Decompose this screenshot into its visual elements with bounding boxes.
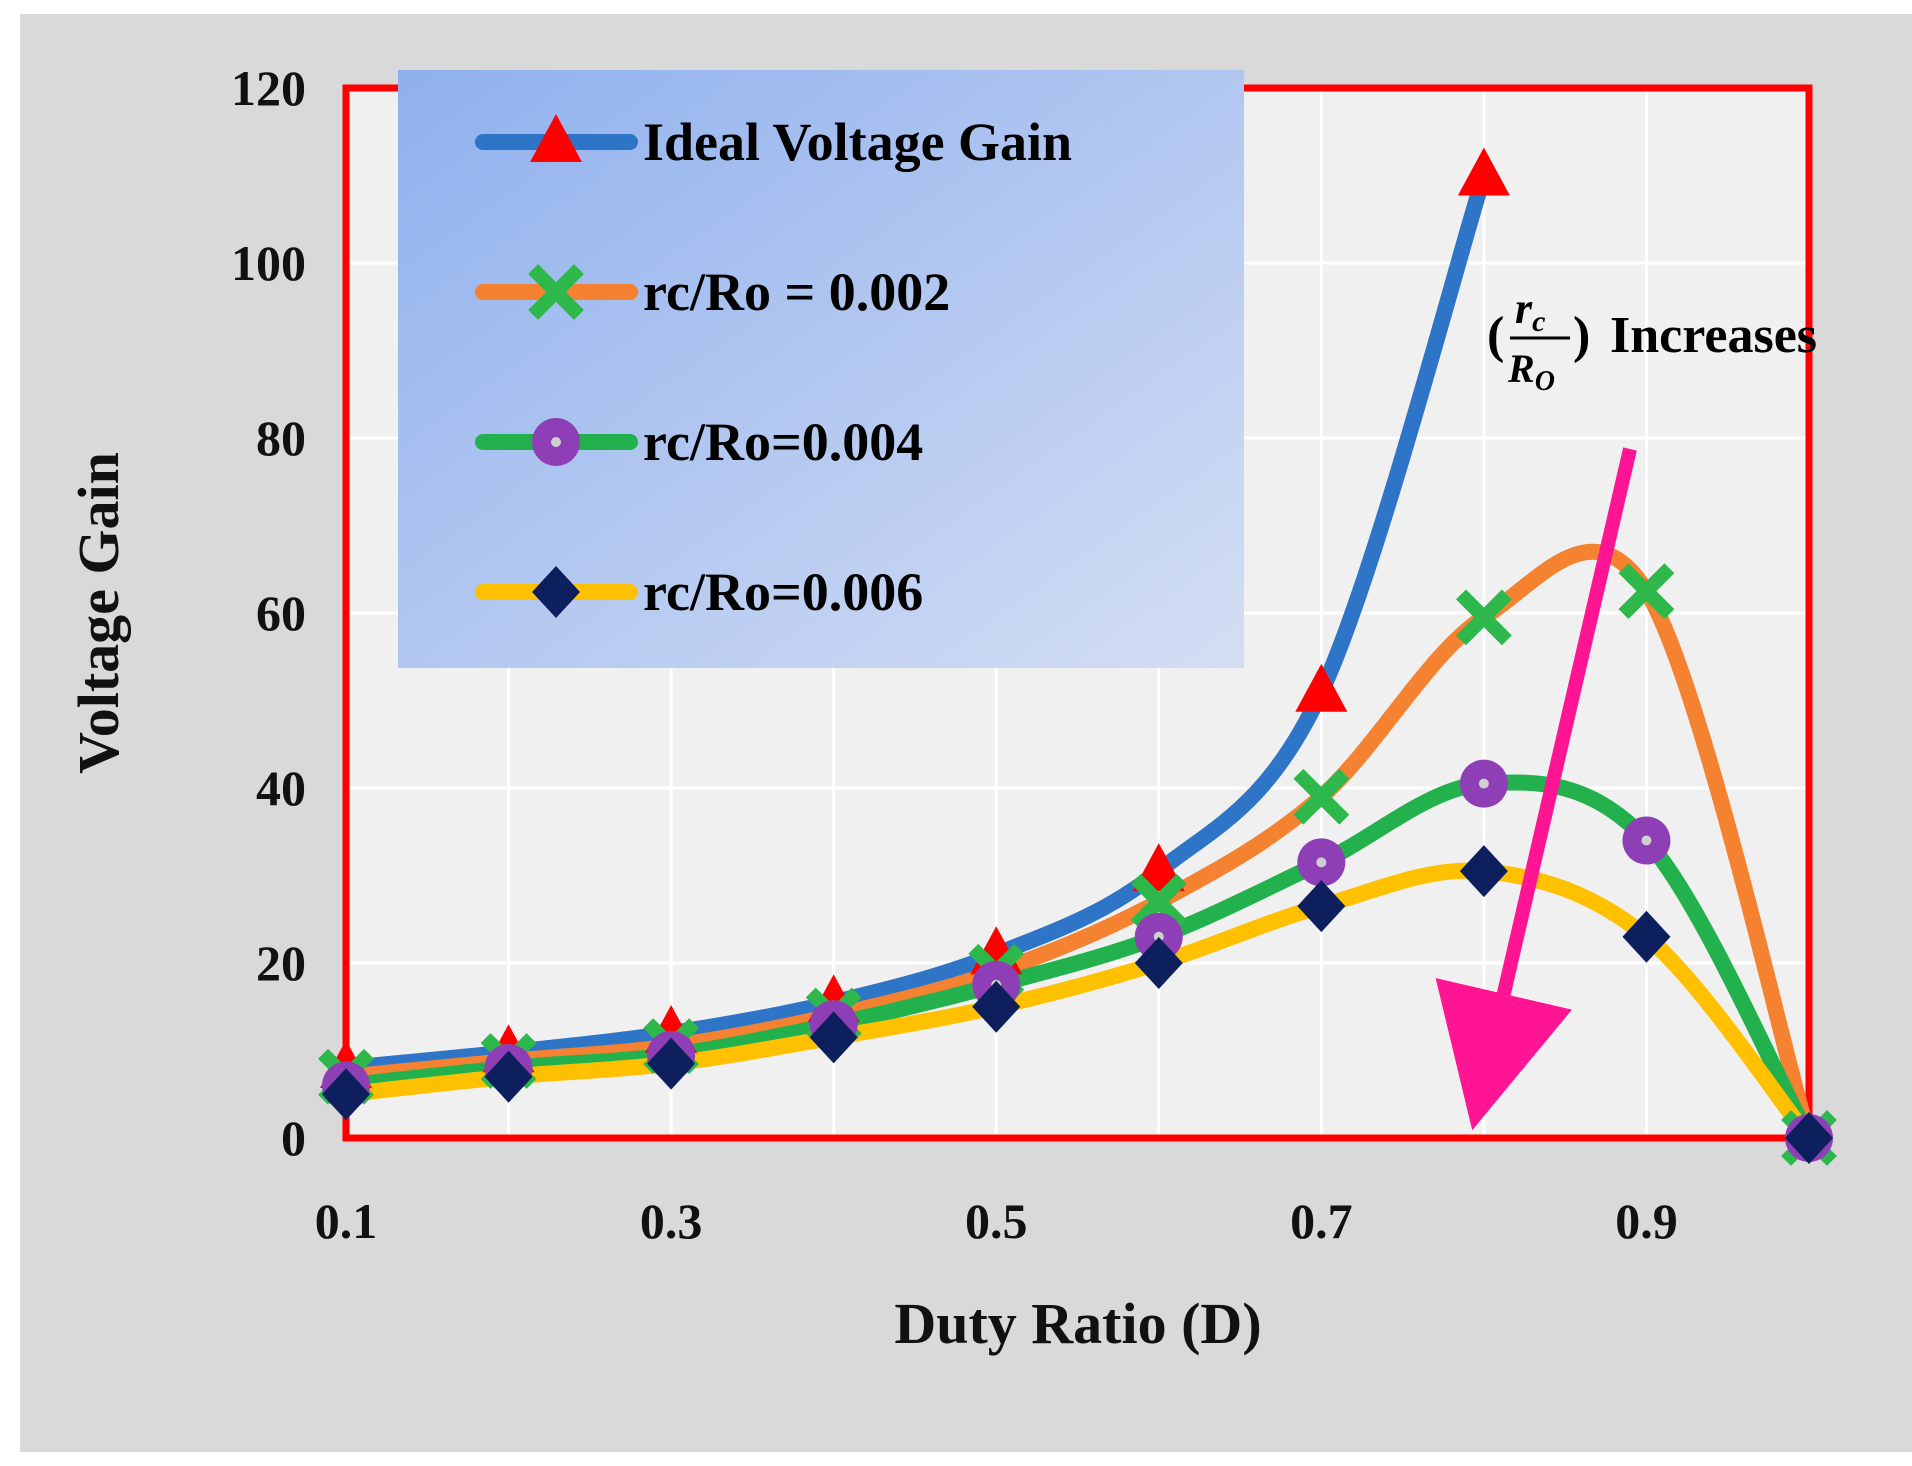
data-point-diamond xyxy=(1785,1112,1833,1164)
data-point-diamond xyxy=(484,1050,533,1103)
legend-label: rc/Ro=0.006 xyxy=(643,562,923,622)
x-tick-label: 0.5 xyxy=(965,1193,1028,1249)
denominator-R: R xyxy=(1507,346,1535,391)
data-point-diamond xyxy=(322,1068,370,1121)
data-point-triangle xyxy=(1457,147,1510,196)
y-tick-label: 20 xyxy=(256,935,306,991)
annotation-arrow xyxy=(1435,447,1637,1131)
data-point-diamond xyxy=(1459,845,1508,898)
numerator-sub: c xyxy=(1532,305,1545,338)
y-tick-label: 60 xyxy=(256,585,306,641)
data-point-diamond xyxy=(1297,880,1346,933)
data-point-circle xyxy=(1459,759,1508,808)
annotation-fraction-numerator: rc xyxy=(1515,284,1545,338)
data-point-diamond xyxy=(1622,910,1671,963)
data-point-diamond xyxy=(647,1037,696,1090)
series-line-3 xyxy=(338,862,1817,1146)
y-axis-title: Voltage Gain xyxy=(66,452,131,774)
annotation-label: Increases xyxy=(1610,307,1817,364)
data-point-diamond xyxy=(972,980,1021,1033)
x-tick-label: 0.7 xyxy=(1290,1193,1353,1249)
x-tick-label: 0.3 xyxy=(640,1193,703,1249)
denominator-sub: O xyxy=(1535,366,1555,397)
data-point-x xyxy=(1130,873,1187,930)
y-axis-ticks: 0 20 40 60 80 100 120 xyxy=(231,60,306,1166)
annotation: ( rc RO ) Increases xyxy=(1435,284,1817,1131)
data-point-circle xyxy=(1622,816,1671,865)
data-point-x xyxy=(1293,768,1350,825)
data-point-diamond xyxy=(1134,937,1183,989)
annotation-fraction-denominator: RO xyxy=(1507,346,1555,397)
series-line-2 xyxy=(338,774,1817,1146)
x-axis-ticks: 0.1 0.3 0.5 0.7 0.9 xyxy=(315,1193,1678,1249)
legend-label: rc/Ro=0.004 xyxy=(643,412,923,472)
legend-entry: rc/Ro = 0.002 xyxy=(475,262,950,322)
legend-marker-triangle xyxy=(530,114,582,162)
legend-entry: rc/Ro=0.006 xyxy=(475,562,923,622)
x-axis-title: Duty Ratio (D) xyxy=(894,1291,1261,1356)
y-tick-label: 0 xyxy=(281,1110,306,1166)
legend-marker-x xyxy=(528,264,584,320)
legend-entry: Ideal Voltage Gain xyxy=(475,112,1072,172)
annotation-open-paren: ( xyxy=(1487,307,1504,364)
series-markers xyxy=(318,147,1837,1166)
legend-box xyxy=(398,70,1244,668)
legend-marker-diamond xyxy=(532,566,580,618)
legend: Ideal Voltage Gain rc/Ro = 0.002 rc/Ro=0.0… xyxy=(398,70,1244,668)
x-tick-label: 0.9 xyxy=(1615,1193,1678,1249)
legend-marker-circle xyxy=(532,418,580,466)
data-point-circle xyxy=(1134,912,1183,961)
y-tick-label: 80 xyxy=(256,410,306,466)
legend-entry: rc/Ro=0.004 xyxy=(475,412,923,472)
numerator-r: r xyxy=(1515,284,1533,333)
y-tick-label: 40 xyxy=(256,760,306,816)
data-point-diamond xyxy=(809,1011,858,1064)
data-point-circle xyxy=(1297,838,1346,887)
x-tick-label: 0.1 xyxy=(315,1193,378,1249)
legend-label: rc/Ro = 0.002 xyxy=(643,262,950,322)
y-tick-label: 120 xyxy=(231,60,306,116)
data-point-x xyxy=(1618,563,1675,620)
legend-label: Ideal Voltage Gain xyxy=(643,112,1072,172)
data-point-x xyxy=(1455,589,1512,646)
data-point-triangle xyxy=(1295,663,1348,712)
annotation-close-paren: ) xyxy=(1573,307,1590,364)
y-tick-label: 100 xyxy=(231,235,306,291)
